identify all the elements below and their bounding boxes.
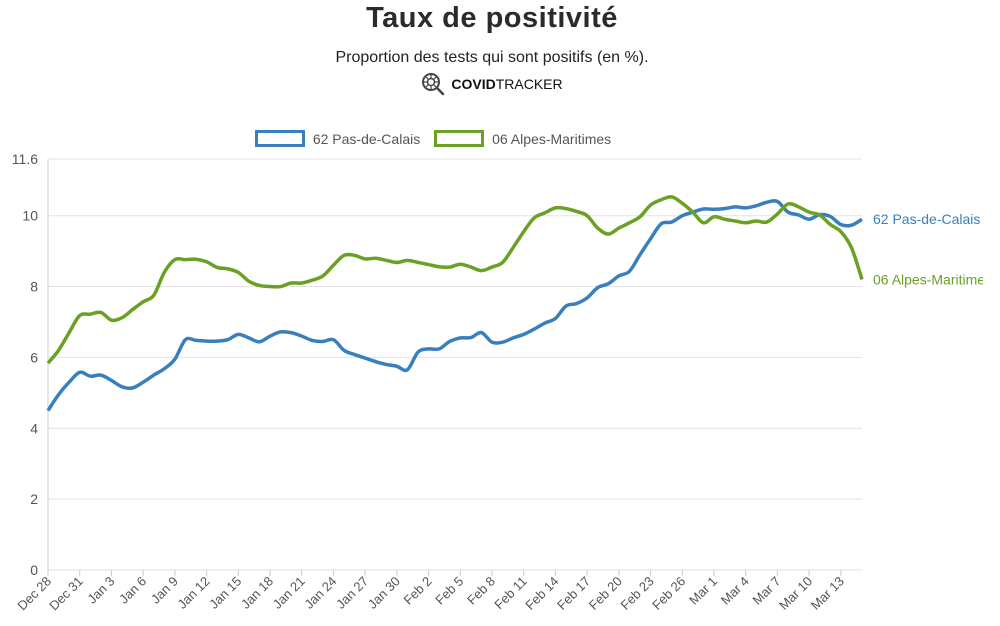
x-tick-label: Jan 30 [365,574,403,612]
legend-swatch [434,130,485,147]
chart-title: Taux de positivité [366,2,618,34]
x-tick-label: Feb 11 [491,574,530,613]
y-tick-label: 2 [30,491,38,507]
x-tick-label: Feb 26 [649,574,688,613]
x-tick-label: Feb 2 [401,574,435,608]
series-line-pas-de-calais [46,199,863,412]
x-tick-label: Mar 1 [686,574,720,608]
series-line-alpes-maritimes [46,195,864,365]
virus-magnifier-icon [421,72,445,99]
legend-label: 62 Pas-de-Calais [312,130,421,147]
series-end-label: 62 Pas-de-Calais [873,211,980,227]
x-tick-label: Feb 23 [617,574,656,613]
x-tick-label: Feb 20 [586,574,625,613]
y-tick-label: 10 [22,208,38,224]
brand-bold: COVID [451,76,496,93]
x-tick-label: Jan 15 [206,574,244,612]
y-tick-label: 4 [30,420,38,436]
x-tick-label: Feb 5 [432,574,466,608]
x-tick-label: Dec 31 [46,574,86,614]
legend-swatch [254,130,305,147]
x-tick-label: Feb 14 [522,574,561,613]
x-tick-label: Jan 3 [84,574,117,607]
x-tick-label: Jan 24 [301,574,339,612]
y-tick-label: 0 [30,562,38,578]
y-tick-label: 6 [30,349,38,365]
x-tick-label: Dec 28 [14,574,54,614]
legend-item-pas-de-calais[interactable]: 62 Pas-de-Calais [254,130,421,147]
x-tick-label: Jan 27 [333,574,371,612]
x-tick-label: Jan 6 [116,574,149,607]
x-tick-label: Mar 10 [776,574,815,613]
x-tick-label: Feb 17 [554,574,593,613]
legend-item-alpes-maritimes[interactable]: 06 Alpes-Maritimes [434,130,611,147]
legend-label: 06 Alpes-Maritimes [492,130,612,147]
x-tick-label: Jan 12 [174,574,212,612]
y-tick-label: 11.6 [12,151,38,167]
covidtracker-logo[interactable]: COVIDTRACKER [0,72,984,99]
chart-legend: 62 Pas-de-Calais 06 Alpes-Maritimes [0,130,866,150]
x-tick-label: Jan 21 [270,574,308,612]
x-tick-label: Jan 18 [238,574,276,612]
brand-rest: TRACKER [495,76,563,93]
series-end-label: 06 Alpes-Maritimes [873,271,992,287]
x-tick-label: Mar 13 [808,574,847,613]
chart-subtitle: Proportion des tests qui sont positifs (… [335,49,649,66]
x-tick-label: Mar 4 [718,574,752,608]
y-tick-label: 8 [30,279,38,295]
